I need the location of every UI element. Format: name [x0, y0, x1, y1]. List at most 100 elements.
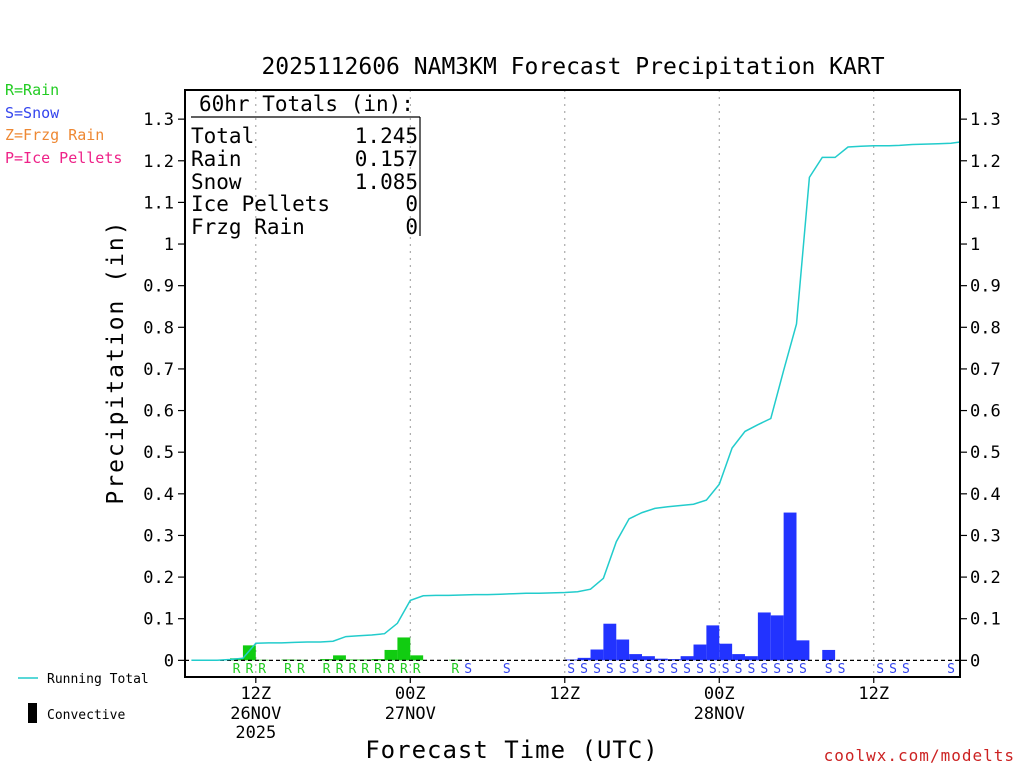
y-tick-label: 0.7 — [970, 360, 1001, 380]
rain-bar — [345, 659, 359, 661]
plot-frame — [184, 89, 961, 678]
x-tick-date: 26NOV — [230, 704, 281, 724]
totals-row-label: Total — [191, 124, 254, 148]
snow-bar — [642, 656, 655, 661]
ptype-label-snow: S — [606, 662, 614, 677]
x-tick-date: 27NOV — [385, 704, 436, 724]
ptype-label-snow: S — [696, 662, 704, 677]
ptype-label-snow: S — [567, 662, 575, 677]
ptype-label-rain: R — [413, 662, 421, 677]
y-tick-label: 0.4 — [143, 485, 174, 505]
ptype-legend-frzg-rain: Z=Frzg Rain — [5, 126, 104, 144]
chart-title: 2025112606 NAM3KM Forecast Precipitation… — [261, 54, 884, 80]
ptype-label-snow: S — [876, 662, 884, 677]
totals-row-value: 0.157 — [355, 147, 418, 171]
y-tick-label: 0.3 — [970, 526, 1001, 546]
ptype-label-snow: S — [632, 662, 640, 677]
ptype-label-snow: S — [645, 662, 653, 677]
snow-bar — [757, 612, 771, 661]
snow-bar — [706, 625, 720, 661]
y-tick-label: 0.9 — [143, 277, 174, 297]
y-axis-left: 0 0.1 0.2 0.3 0.4 0.5 0.6 0.7 0.8 0.9 1 1.1 1.2 1.3 — [143, 110, 185, 671]
y-tick-label: 0 — [164, 651, 174, 671]
series-legend: Running Total Convective — [18, 672, 149, 723]
x-tick-label: 12Z — [240, 684, 271, 704]
ptype-label-rain: R — [336, 662, 344, 677]
y-tick-label: 0.7 — [143, 360, 174, 380]
ptype-label-rain: R — [361, 662, 369, 677]
y-tick-label: 0.5 — [970, 443, 1001, 463]
snow-bar — [680, 656, 694, 661]
y-tick-label: 1.1 — [970, 193, 1001, 213]
snow-bar — [603, 623, 617, 661]
convective-legend-swatch — [28, 703, 37, 723]
x-tick-label: 12Z — [858, 684, 889, 704]
snow-bar — [590, 649, 604, 661]
y-tick-label: 1.2 — [143, 152, 174, 172]
y-tick-label: 0.9 — [970, 277, 1001, 297]
ptype-label-snow: S — [464, 662, 472, 677]
snow-bar — [745, 656, 758, 661]
x-tick-date: 28NOV — [694, 704, 745, 724]
ptype-label-snow: S — [593, 662, 601, 677]
y-tick-label: 1 — [970, 235, 980, 255]
y-tick-label: 0.6 — [970, 402, 1001, 422]
x-tick-label: 00Z — [395, 684, 426, 704]
ptype-label-snow: S — [838, 662, 846, 677]
x-tick-label: 12Z — [549, 684, 580, 704]
totals-row-value: 1.245 — [355, 124, 418, 148]
snow-bar — [654, 658, 668, 661]
y-tick-label: 1 — [164, 235, 174, 255]
y-axis-right: 0 0.1 0.2 0.3 0.4 0.5 0.6 0.7 0.8 0.9 1 1.1 1.2 1.3 — [960, 110, 1001, 671]
ptype-label-snow: S — [786, 662, 794, 677]
ptype-label-rain: R — [387, 662, 395, 677]
totals-row-label: Snow — [191, 170, 242, 194]
snow-bar — [577, 657, 591, 661]
rain-bar — [320, 659, 334, 661]
ptype-label-snow: S — [580, 662, 588, 677]
ptype-label-rain: R — [451, 662, 459, 677]
x-tick-year: 2025 — [235, 723, 276, 743]
ptype-label-snow: S — [619, 662, 627, 677]
totals-row-value: 0 — [405, 192, 418, 216]
y-tick-label: 1.3 — [970, 110, 1001, 130]
ptype-label-snow: S — [760, 662, 768, 677]
ptype-label-snow: S — [747, 662, 755, 677]
ptype-legend: R=Rain S=Snow Z=Frzg Rain P=Ice Pellets — [5, 81, 122, 167]
ptype-label-rain: R — [245, 662, 253, 677]
credit-text: coolwx.com/modelts — [824, 746, 1015, 765]
ptype-label-snow: S — [799, 662, 807, 677]
totals-row-label: Frzg Rain — [191, 215, 305, 239]
ptype-legend-ice-pellets: P=Ice Pellets — [5, 149, 122, 167]
totals-row-value: 0 — [405, 215, 418, 239]
snow-bar — [770, 615, 784, 661]
rain-bar — [333, 655, 346, 661]
x-axis-title: Forecast Time (UTC) — [365, 736, 659, 764]
totals-row-label: Ice Pellets — [191, 192, 330, 216]
ptype-label-snow: S — [735, 662, 743, 677]
totals-row-label: Rain — [191, 147, 242, 171]
y-tick-label: 0.6 — [143, 402, 174, 422]
totals-box: 60hr Totals (in): Total 1.245 Rain 0.157… — [191, 92, 421, 239]
y-tick-label: 0.1 — [970, 610, 1001, 630]
ptype-label-rain: R — [258, 662, 266, 677]
ptype-label-rain: R — [323, 662, 331, 677]
rain-bar — [397, 637, 411, 661]
convective-legend-label: Convective — [47, 708, 125, 723]
ptype-label-snow: S — [683, 662, 691, 677]
totals-row-value: 1.085 — [355, 170, 418, 194]
y-tick-label: 1.3 — [143, 110, 174, 130]
snow-bar — [783, 512, 797, 661]
ptype-label-rain: R — [374, 662, 382, 677]
ptype-label-rain: R — [233, 662, 241, 677]
snow-bar — [719, 643, 733, 661]
rain-bar — [242, 645, 256, 661]
y-tick-label: 1.2 — [970, 152, 1001, 172]
y-tick-label: 0.8 — [143, 318, 174, 338]
ptype-label-snow: S — [889, 662, 897, 677]
x-tick-label: 00Z — [704, 684, 735, 704]
snow-bar — [822, 649, 836, 661]
ptype-legend-snow: S=Snow — [5, 104, 60, 122]
ptype-label-snow: S — [722, 662, 730, 677]
